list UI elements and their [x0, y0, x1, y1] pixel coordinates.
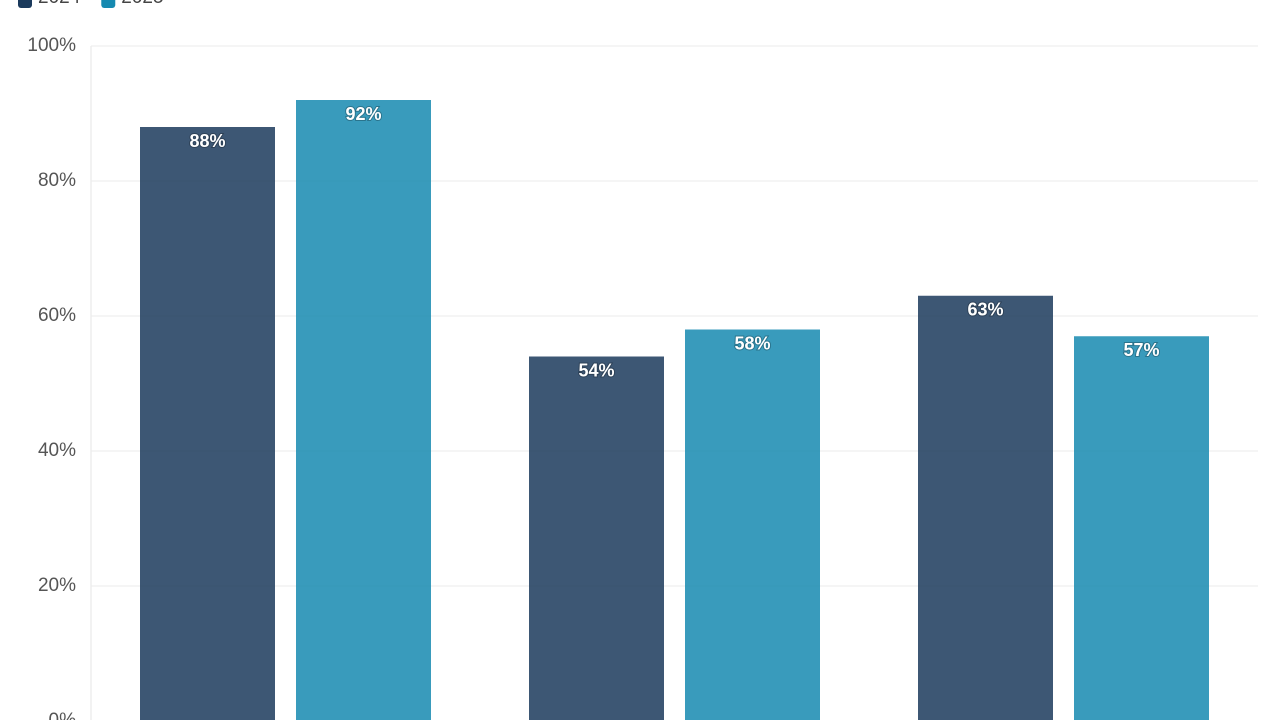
bar — [296, 100, 431, 720]
legend-swatch — [18, 0, 32, 8]
y-tick-label: 80% — [38, 170, 76, 191]
value-label: 54% — [578, 360, 614, 380]
value-label: 88% — [189, 131, 225, 151]
y-tick-label: 20% — [38, 575, 76, 596]
bar — [140, 127, 275, 720]
bar — [685, 329, 820, 720]
legend-label: 2025 — [121, 0, 163, 8]
value-label: 63% — [967, 300, 1003, 320]
value-label: 92% — [345, 104, 381, 124]
y-tick-label: 100% — [27, 35, 76, 56]
y-tick-label: 0% — [49, 710, 77, 720]
y-tick-label: 40% — [38, 440, 76, 461]
y-tick-label: 60% — [38, 305, 76, 326]
legend-swatch — [101, 0, 116, 8]
value-label: 58% — [734, 333, 770, 353]
value-label: 57% — [1123, 340, 1159, 360]
bar — [529, 356, 664, 720]
legend-label: 2024 — [38, 0, 81, 8]
bar — [1074, 336, 1209, 720]
bar — [918, 295, 1053, 720]
